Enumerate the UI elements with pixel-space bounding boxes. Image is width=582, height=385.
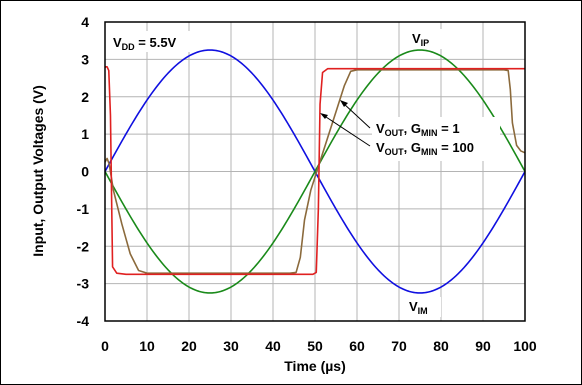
gmin1-arrowhead xyxy=(340,100,348,107)
vim-label: VIM xyxy=(405,297,441,317)
vim-label-sub: IM xyxy=(418,306,428,316)
y-tick-label: -3 xyxy=(77,276,90,292)
vim-label-v: V xyxy=(409,299,418,314)
gmin100-gsub: MIN xyxy=(421,147,438,157)
vout-annotation-box xyxy=(372,117,500,161)
series-line-3 xyxy=(104,66,525,276)
x-tick-label: 40 xyxy=(265,338,281,354)
gmin100-g: , G xyxy=(404,140,421,155)
y-tick-label: 1 xyxy=(81,126,89,142)
svg-text:VDD = 5.5V: VDD = 5.5V xyxy=(113,35,177,52)
gmin1-arrow xyxy=(342,102,371,129)
gmin1-vsub: OUT xyxy=(385,128,405,138)
x-tick-label: 60 xyxy=(349,338,365,354)
y-axis-label: Input, Output Voltages (V) xyxy=(30,85,46,257)
x-tick-label: 100 xyxy=(513,338,537,354)
gmin100-arrow xyxy=(322,114,371,147)
y-tick-label: 4 xyxy=(81,14,89,30)
gmin100-rest: = 100 xyxy=(438,140,475,155)
supply-label-v: V xyxy=(113,35,122,50)
series-layer xyxy=(104,49,526,294)
supply-label: VDD = 5.5V xyxy=(109,31,195,52)
x-axis-label: Time (µs) xyxy=(284,358,346,374)
supply-label-box xyxy=(109,31,195,52)
series-line-2 xyxy=(104,69,526,274)
svg-text:VIM: VIM xyxy=(409,299,428,316)
vout-annotations: VOUT, GMIN = 1 VOUT, GMIN = 100 xyxy=(320,100,500,161)
x-tick-label: 0 xyxy=(101,338,109,354)
vip-label: VIP xyxy=(408,29,442,49)
x-tick-label: 90 xyxy=(475,338,491,354)
y-tick-label: 0 xyxy=(81,164,89,180)
y-tick-label: -4 xyxy=(77,313,90,329)
supply-label-sub: DD xyxy=(122,42,135,52)
svg-text:VIP: VIP xyxy=(412,31,429,48)
svg-text:VOUT, GMIN = 100: VOUT, GMIN = 100 xyxy=(376,140,474,157)
x-tick-label: 50 xyxy=(307,338,323,354)
supply-label-value: = 5.5V xyxy=(135,35,177,50)
vip-label-sub: IP xyxy=(421,38,430,48)
gmin1-gsub: MIN xyxy=(421,128,438,138)
gmin1-v: V xyxy=(376,121,385,136)
y-tick-labels: 4 3 2 1 0 -1 -2 -3 -4 xyxy=(77,14,90,329)
y-tick-label: 3 xyxy=(81,51,89,67)
x-tick-label: 20 xyxy=(181,338,197,354)
series-line-1 xyxy=(104,49,526,294)
y-tick-label: -2 xyxy=(77,238,90,254)
x-tick-label: 70 xyxy=(391,338,407,354)
gmin1-g: , G xyxy=(404,121,421,136)
plot-area-border xyxy=(104,21,526,322)
y-tick-label: -1 xyxy=(77,201,90,217)
vip-label-v: V xyxy=(412,31,421,46)
svg-text:VOUT, GMIN = 1: VOUT, GMIN = 1 xyxy=(376,121,460,138)
gmin1-rest: = 1 xyxy=(438,121,460,136)
x-tick-label: 80 xyxy=(433,338,449,354)
x-tick-label: 10 xyxy=(139,338,155,354)
x-tick-labels: 0 10 20 30 40 50 60 70 80 90 100 xyxy=(101,338,537,354)
y-tick-label: 2 xyxy=(81,89,89,105)
gmin100-v: V xyxy=(376,140,385,155)
gmin100-vsub: OUT xyxy=(385,147,405,157)
gmin100-arrowhead xyxy=(320,113,328,119)
x-tick-label: 30 xyxy=(223,338,239,354)
